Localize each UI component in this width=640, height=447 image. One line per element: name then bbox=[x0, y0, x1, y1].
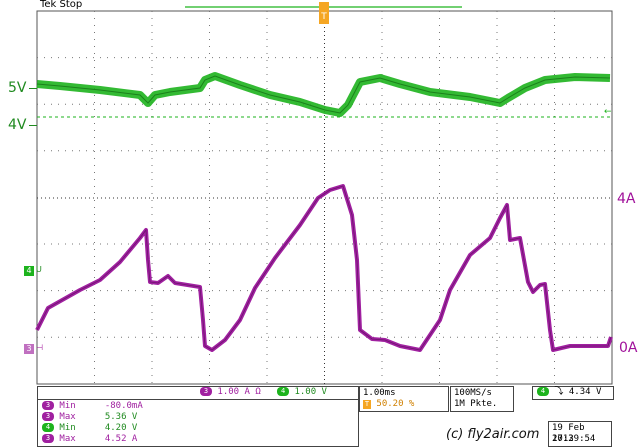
ch3-marker[interactable]: 3 bbox=[24, 344, 34, 354]
timebase-value: 1.00ms bbox=[363, 388, 396, 398]
ch4-badge: 4 bbox=[277, 387, 290, 396]
record-length: 1M Pkte. bbox=[454, 399, 498, 409]
position-value: 50.20 % bbox=[376, 399, 415, 409]
acquisition-status: Tek Stop bbox=[40, 0, 83, 10]
ch3-unit-symbol: Ω bbox=[255, 387, 261, 397]
date: 19 Feb 2013 bbox=[552, 423, 585, 444]
ch3-badge: 3 bbox=[200, 387, 212, 396]
ch4-marker-suffix: U bbox=[36, 265, 42, 274]
position-flag-icon: T bbox=[363, 400, 371, 409]
label-0a: 0A bbox=[619, 340, 638, 356]
acquisition-box[interactable]: 100MS/s 1M Pkte. bbox=[450, 386, 514, 412]
label-5v: 5V bbox=[8, 80, 27, 96]
watermark: (c) fly2air.com bbox=[446, 427, 540, 442]
ch3-scale: 1.00 A bbox=[217, 387, 250, 397]
time: 17:29:54 bbox=[552, 434, 596, 444]
ch3-marker-suffix: ⊣ bbox=[36, 343, 43, 352]
trigger-level: 4.34 V bbox=[568, 387, 602, 397]
label-4v: 4V bbox=[8, 117, 27, 133]
trigger-marker-label: T bbox=[320, 12, 327, 22]
green-ref-arrow-icon: ← bbox=[604, 107, 612, 117]
measurements-panel: 3 Min -80.0mA 3 Max 5.36 V 4 Min 4.20 V … bbox=[37, 399, 359, 447]
label-4a: 4A bbox=[617, 191, 636, 207]
label-4v-tick bbox=[29, 125, 37, 126]
measurement-row: 3 Max 4.52 A bbox=[42, 434, 137, 445]
measurement-row: 3 Max 5.36 V bbox=[42, 412, 137, 423]
trigger-slope-icon: ⤵ bbox=[554, 387, 564, 397]
sample-rate: 100MS/s bbox=[454, 388, 492, 398]
timebase-box[interactable]: 1.00ms T 50.20 % bbox=[359, 386, 449, 412]
voltage-trace bbox=[36, 72, 611, 117]
measurement-row: 3 Min -80.0mA bbox=[42, 401, 143, 412]
label-5v-tick bbox=[29, 88, 37, 89]
ch4-scale: 1.00 V bbox=[294, 387, 327, 397]
measurement-row: 4 Min 4.20 V bbox=[42, 423, 137, 434]
graticule-center-axes bbox=[37, 11, 612, 384]
trigger-marker-icon bbox=[319, 2, 329, 24]
datetime-box: 19 Feb 2013 17:29:54 bbox=[548, 421, 612, 447]
channel-scale-box[interactable]: 3 1.00 A Ω 4 1.00 V bbox=[37, 386, 359, 400]
trigger-box[interactable]: 4 ⤵ 4.34 V bbox=[532, 386, 614, 400]
trigger-channel-badge: 4 bbox=[537, 387, 549, 396]
measurement-ch-badge: 3 bbox=[42, 401, 54, 410]
ch4-marker[interactable]: 4 bbox=[24, 266, 34, 276]
